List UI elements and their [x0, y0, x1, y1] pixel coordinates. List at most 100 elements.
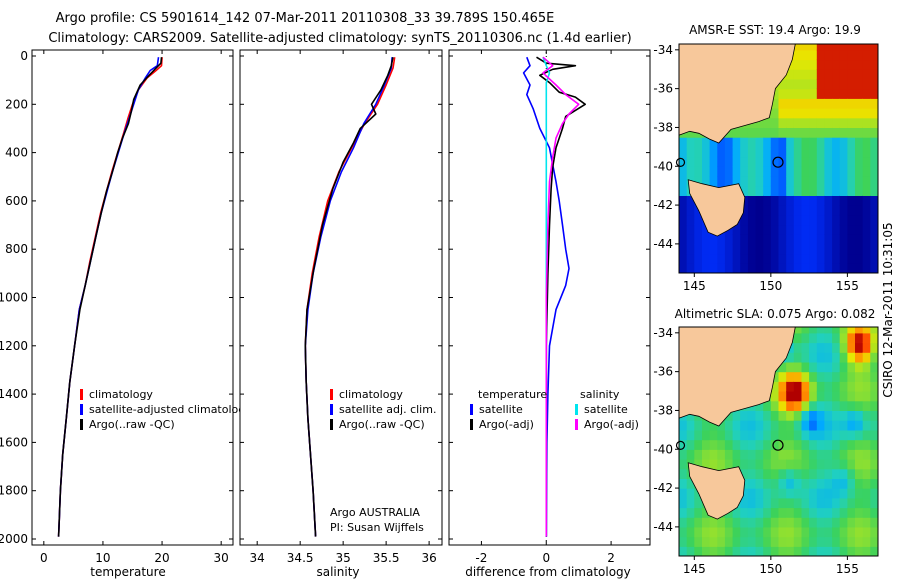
map-cell [786, 69, 795, 80]
map-cell [770, 391, 780, 402]
map-cell [793, 327, 803, 334]
legend-label: climatology [339, 388, 403, 401]
map-cell [855, 391, 864, 402]
map-cell [847, 49, 856, 61]
map-cell [847, 342, 856, 353]
map-cell [816, 410, 826, 421]
map-cell [847, 88, 856, 99]
map-cell [801, 429, 810, 441]
map-cell [862, 195, 871, 206]
map-cell [839, 137, 848, 148]
map-cell [786, 410, 795, 421]
map-cell [755, 488, 764, 499]
map-cell [786, 185, 795, 196]
sla-map-title: Altimetric SLA: 0.075 Argo: 0.082 [675, 307, 876, 321]
map-cell [862, 429, 871, 441]
map-cell [832, 205, 841, 216]
legend-group-title: salinity [580, 388, 620, 401]
map-cell [816, 381, 826, 392]
map-cell [724, 536, 734, 547]
map-cell [839, 449, 848, 460]
map-cell [816, 214, 826, 226]
map-cell [763, 410, 772, 421]
map-cell [679, 166, 688, 177]
map-cell [763, 205, 772, 216]
map-cell [686, 146, 695, 158]
map-cell [809, 205, 818, 216]
map-cell [847, 536, 856, 547]
map-cell [801, 88, 810, 99]
map-cell [816, 44, 826, 51]
map-cell [709, 449, 718, 460]
map-cell [862, 439, 871, 450]
map-cell [747, 156, 757, 167]
map-x-tick-label: 155 [836, 279, 859, 293]
map-cell [847, 243, 856, 255]
map-y-tick-label: -36 [653, 365, 673, 379]
map-cell [740, 420, 749, 431]
map-cell [870, 146, 878, 158]
map-cell [694, 439, 703, 450]
map-cell [847, 166, 856, 177]
map-cell [801, 536, 810, 547]
map-cell [724, 127, 734, 138]
map-x-tick-label: 145 [683, 279, 706, 293]
map-cell [809, 78, 818, 90]
map-cell [870, 253, 878, 264]
map-cell [862, 253, 871, 264]
map-cell [816, 361, 826, 373]
map-cell [870, 488, 878, 499]
map-cell [702, 166, 711, 177]
map-cell [855, 327, 864, 334]
map-cell [801, 263, 810, 273]
map-cell [862, 507, 871, 518]
map-cell [694, 137, 703, 148]
map-cell [702, 429, 711, 441]
map-cell [694, 517, 703, 528]
map-cell [778, 224, 787, 235]
map-cell [679, 243, 688, 255]
y-tick-label: 400 [5, 146, 28, 160]
map-cell [679, 517, 688, 528]
map-x-tick-label: 145 [683, 562, 706, 576]
map-cell [679, 439, 688, 450]
map-cell [679, 449, 688, 460]
map-cell [855, 69, 864, 80]
map-cell [824, 439, 833, 450]
map-cell [839, 195, 848, 206]
map-cell [793, 44, 803, 51]
map-cell [862, 205, 871, 216]
map-cell [847, 137, 856, 148]
map-cell [740, 185, 749, 196]
map-cell [755, 410, 764, 421]
map-cell [832, 49, 841, 61]
map-y-tick-label: -42 [653, 198, 673, 212]
map-cell [855, 44, 864, 51]
map-cell [778, 478, 787, 489]
map-cell [724, 546, 734, 556]
map-cell [793, 381, 803, 392]
map-cell [763, 127, 772, 138]
map-cell [862, 400, 871, 411]
map-cell [786, 98, 795, 109]
map-cell [801, 381, 810, 392]
map-cell [839, 439, 848, 450]
map-cell [717, 439, 726, 450]
map-cell [809, 243, 818, 255]
map-cell [801, 459, 810, 470]
map-cell [763, 429, 772, 441]
map-cell [740, 546, 749, 556]
x-tick-label: 20 [154, 551, 169, 565]
map-cell [786, 391, 795, 402]
map-cell [801, 468, 810, 479]
map-cell [816, 352, 826, 363]
legend-label: climatology [89, 388, 153, 401]
map-cell [755, 546, 764, 556]
map-cell [786, 176, 795, 187]
map-cell [839, 156, 848, 167]
map-cell [732, 507, 741, 518]
map-cell [740, 526, 749, 538]
map-cell [755, 468, 764, 479]
map-cell [855, 497, 864, 509]
map-cell [747, 205, 757, 216]
